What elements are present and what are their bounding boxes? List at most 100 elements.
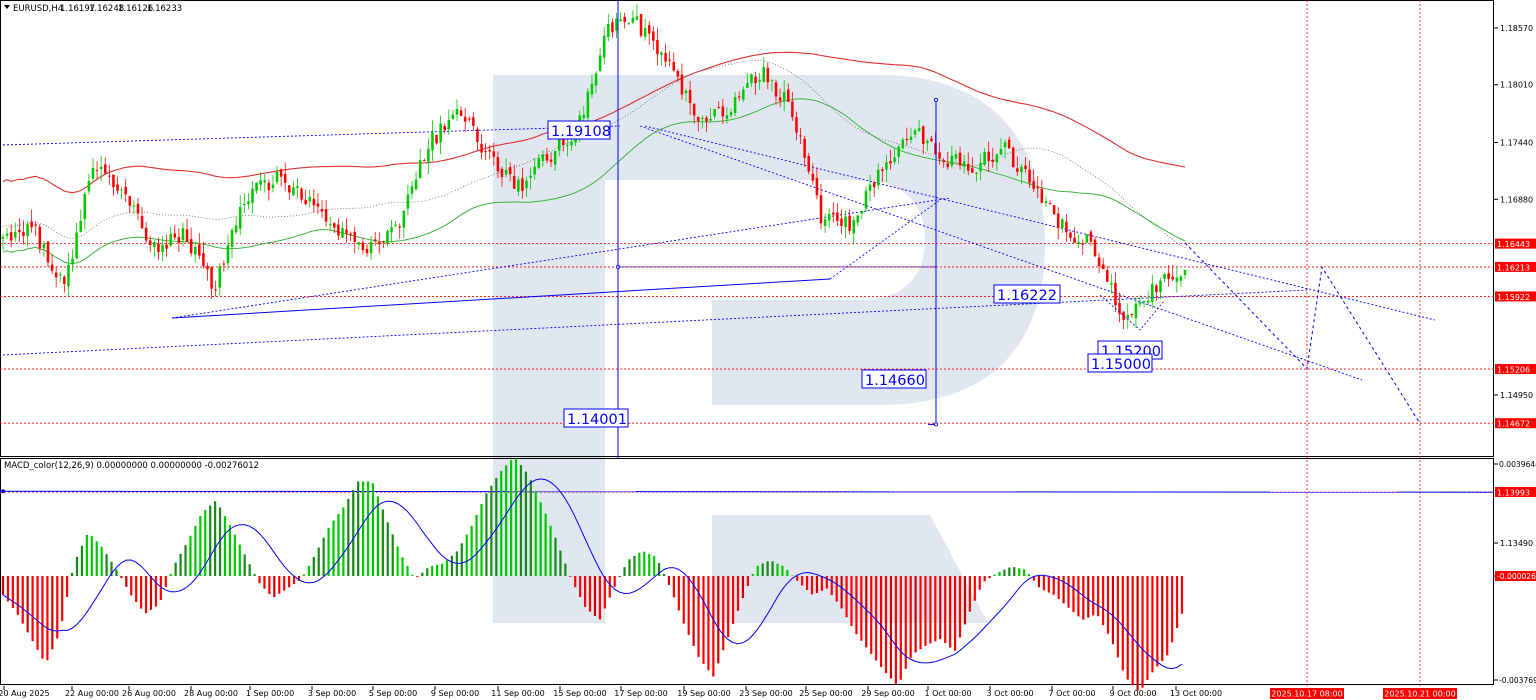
candle-body [717,107,721,109]
candle-body [1093,239,1097,257]
candle-body [1122,311,1125,320]
price-tick-label: 1.16880 [1500,195,1533,204]
candle-body [447,119,451,130]
candle-body [889,161,892,164]
main-panel-frame [0,0,1494,457]
candle-body [795,117,798,133]
candle-body [525,180,528,189]
time-tick-label: 7 Oct 00:00 [1048,689,1095,698]
candle-body [987,151,990,161]
candle-body [279,169,283,177]
price-flag [1495,487,1536,498]
candle-body [893,157,896,163]
candle-body [345,229,348,234]
candle-body [394,224,397,226]
candle-body [656,39,659,55]
candle-body [1007,139,1011,149]
candle-body [831,212,835,215]
candle-body [1036,187,1040,189]
candle-body [1110,283,1113,285]
candle-body [545,154,549,161]
macd-flag-label: -0.000026 [1497,572,1536,581]
candle-body [148,240,152,246]
macd-tick-label: 0.0039644 [1499,460,1536,469]
future-time-label: 2025.10.21 00:00 [1384,690,1455,699]
candle-body [275,171,279,183]
level-label-text: 1.14001 [567,412,627,428]
trend-line [639,125,1363,381]
candle-body [1134,303,1138,319]
price-tick-label: 1.13490 [1500,539,1533,548]
candle-body [975,172,978,174]
candle-body [451,114,455,119]
candle-body [1016,168,1019,172]
macd-tick-label: -0.0037692 [1499,676,1536,685]
time-tick-label: 9 Oct 00:00 [1109,689,1156,698]
time-tick-label: 3 Oct 00:00 [986,689,1033,698]
horizontal-levels [0,243,1495,494]
candle-body [435,134,438,144]
candle-body [778,97,782,102]
candle-body [643,28,647,37]
time-tick-label: 29 Sep 00:00 [861,689,914,698]
candle-body [688,89,692,104]
price-flag-label: 1.16213 [1497,263,1530,272]
candle-body [1048,203,1052,205]
time-tick-label: 13 Oct 00:00 [1170,689,1222,698]
candle-body [1183,269,1187,276]
candle-body [95,170,99,172]
candle-body [22,231,25,237]
candle-body [459,110,463,116]
candle-body [472,117,475,126]
candle-body [390,227,393,233]
candle-body [962,161,966,167]
candle-body [791,101,794,118]
candle-body [725,115,729,119]
candle-body [83,193,87,219]
candle-body [737,96,741,98]
candle-body [917,128,921,132]
time-axis: 20 Aug 2025 22 Aug 00:00 26 Aug 00:00 28 Au… [0,686,1457,699]
candle-body [198,244,201,256]
candle-body [852,220,855,234]
time-tick-label: 11 Sep 00:00 [491,689,544,698]
candle-body [1032,181,1035,189]
price-flag [1495,238,1536,249]
candle-body [263,180,267,183]
high-value: 1.16248 [89,4,124,14]
future-time-lines [1306,0,1421,686]
candle-body [410,186,414,194]
candle-body [701,117,704,119]
candle-body [333,223,336,228]
candle-body [1028,169,1031,183]
candle-body [378,242,381,245]
low-value: 1.16126 [118,4,153,14]
candle-body [181,228,185,241]
candle-body [537,157,541,168]
candle-body [484,151,487,153]
candle-body [42,243,46,249]
forecast-path [1184,242,1421,424]
anchor-point [934,422,939,427]
price-flag-label: 1.15922 [1497,293,1530,302]
candle-body [856,215,860,223]
candle-body [116,184,119,191]
candle-body [418,160,422,179]
candle-body [202,253,205,266]
candle-body [18,229,21,233]
candle-body [406,194,410,209]
dropdown-triangle-icon[interactable] [4,5,10,9]
level-label-box [563,408,629,428]
candle-body [34,224,37,226]
symbol-label: EURUSD,H4 [13,4,63,14]
candle-body [402,210,406,228]
candle-body [684,90,688,94]
candle-body [926,140,929,143]
candle-body [733,97,737,114]
candle-body [999,149,1003,155]
candle-body [296,186,299,189]
candle-body [1065,221,1068,233]
candle-body [557,138,561,151]
candle-body [206,265,209,270]
